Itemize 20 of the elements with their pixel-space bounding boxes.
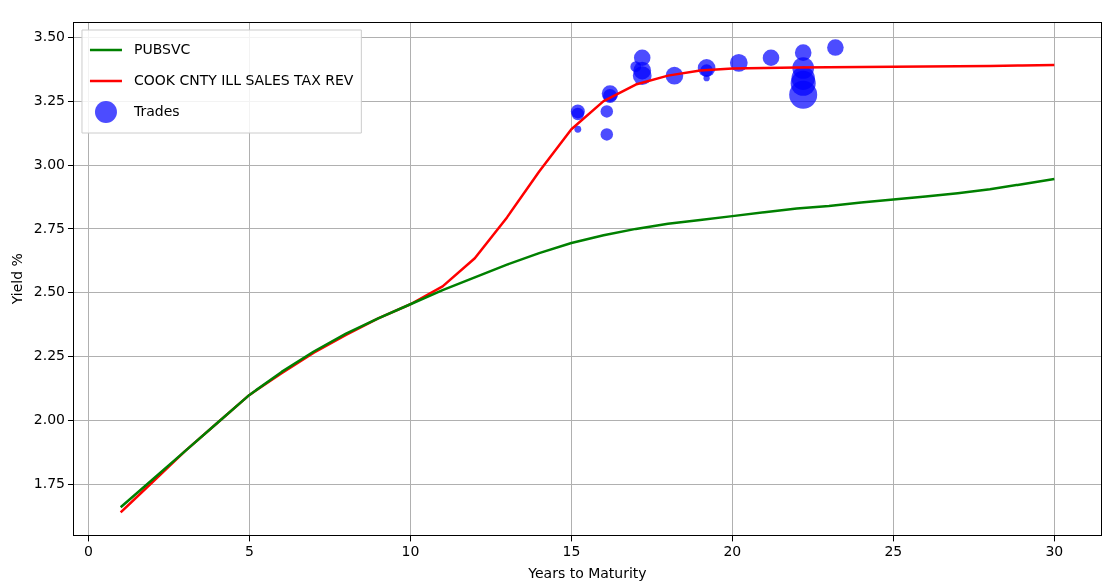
y-tick-label: 2.25 [33, 347, 65, 364]
y-axis-title: Yield % [9, 253, 26, 306]
x-tick-label: 30 [1045, 543, 1064, 560]
y-tick-label: 2.50 [33, 283, 65, 300]
y-tick-label: 3.00 [33, 155, 65, 172]
x-tick-label: 15 [562, 543, 581, 560]
legend-label: COOK CNTY ILL SALES TAX REV [133, 71, 354, 88]
y-tick-label: 3.50 [33, 27, 65, 44]
y-tick-label: 3.25 [33, 91, 65, 108]
x-tick-label: 20 [723, 543, 742, 560]
y-tick-label: 2.75 [33, 219, 65, 236]
legend-label: PUBSVC [133, 40, 191, 57]
legend-label: Trades [132, 102, 180, 119]
y-tick-label: 2.00 [33, 411, 65, 428]
x-tick-label: 5 [244, 543, 254, 560]
x-tick-label: 25 [884, 543, 903, 560]
y-tick-label: 1.75 [33, 474, 65, 491]
x-tick-label: 0 [84, 543, 93, 560]
x-tick-label: 10 [401, 543, 420, 560]
x-axis-title: Years to Maturity [527, 565, 647, 582]
